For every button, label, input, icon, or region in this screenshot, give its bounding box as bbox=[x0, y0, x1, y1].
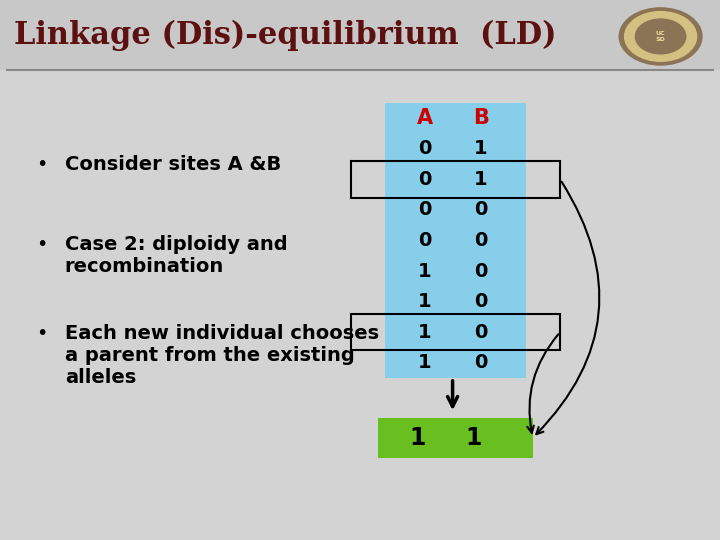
Text: 0: 0 bbox=[474, 322, 487, 342]
Text: 0: 0 bbox=[474, 231, 487, 250]
Bar bbox=[378, 418, 533, 458]
Text: 1: 1 bbox=[418, 292, 431, 311]
Text: Case 2: diploidy and
recombination: Case 2: diploidy and recombination bbox=[65, 234, 287, 275]
Text: 0: 0 bbox=[418, 200, 431, 219]
Text: 1: 1 bbox=[465, 426, 482, 450]
Text: •: • bbox=[36, 155, 48, 174]
Text: Linkage (Dis)-equilibrium  (LD): Linkage (Dis)-equilibrium (LD) bbox=[14, 19, 557, 51]
Bar bbox=[385, 103, 526, 378]
Bar bbox=[351, 161, 560, 198]
Text: 1: 1 bbox=[418, 322, 431, 342]
Text: 0: 0 bbox=[418, 231, 431, 250]
Text: 1: 1 bbox=[418, 353, 431, 372]
Text: 1: 1 bbox=[474, 170, 487, 189]
Circle shape bbox=[619, 8, 702, 65]
Text: •: • bbox=[36, 234, 48, 254]
Text: 0: 0 bbox=[418, 170, 431, 189]
Bar bbox=[351, 314, 560, 350]
Circle shape bbox=[635, 19, 686, 54]
Text: 0: 0 bbox=[418, 139, 431, 158]
Text: 1: 1 bbox=[409, 426, 426, 450]
Text: Each new individual chooses
a parent from the existing
alleles: Each new individual chooses a parent fro… bbox=[65, 324, 379, 387]
Text: A: A bbox=[416, 109, 433, 129]
Text: •: • bbox=[36, 324, 48, 343]
Text: 1: 1 bbox=[418, 261, 431, 281]
Text: B: B bbox=[473, 109, 489, 129]
Text: 0: 0 bbox=[474, 353, 487, 372]
Text: 0: 0 bbox=[474, 261, 487, 281]
Text: UC
SD: UC SD bbox=[656, 31, 665, 42]
Text: 0: 0 bbox=[474, 292, 487, 311]
Text: Consider sites A &B: Consider sites A &B bbox=[65, 155, 281, 174]
Text: 0: 0 bbox=[474, 200, 487, 219]
Circle shape bbox=[625, 11, 697, 62]
Text: 1: 1 bbox=[474, 139, 487, 158]
